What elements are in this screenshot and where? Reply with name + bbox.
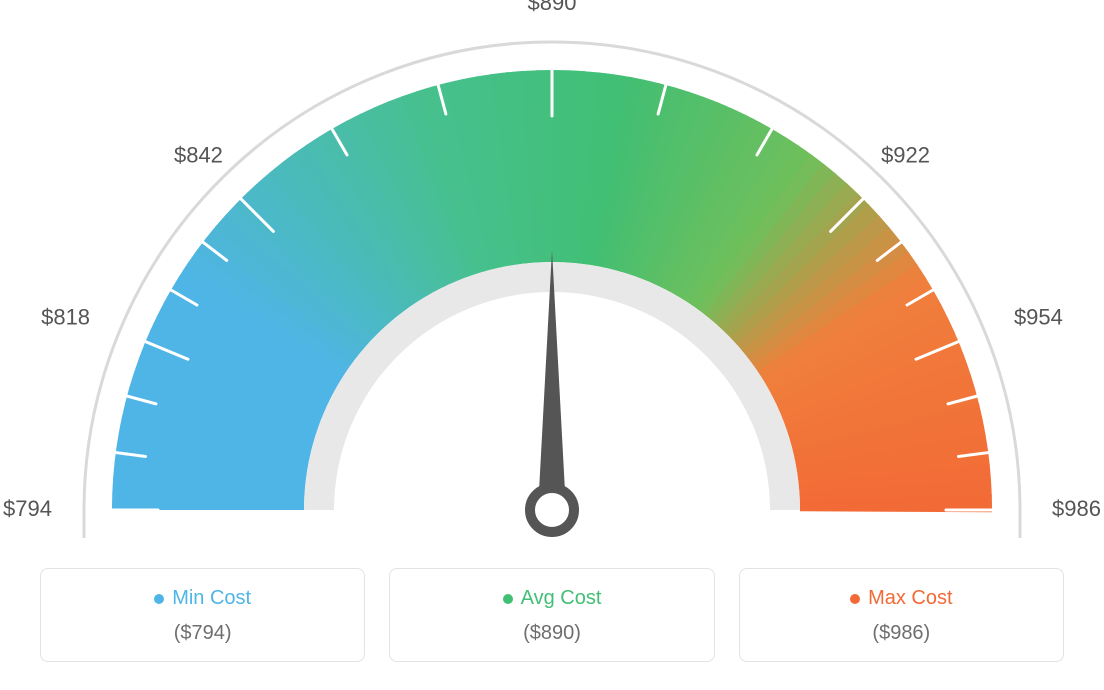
legend-value-avg: ($890) — [400, 622, 703, 645]
legend-value-min: ($794) — [51, 622, 354, 645]
legend-dot-avg — [503, 594, 513, 604]
gauge-tick-label: $986 — [1052, 496, 1101, 521]
legend-value-max: ($986) — [750, 622, 1053, 645]
gauge-tick-label: $794 — [3, 496, 52, 521]
gauge-tick-label: $922 — [881, 142, 930, 167]
gauge-svg: $794 $818 $842 $890 $922 $954 $986 — [0, 0, 1104, 560]
legend-label-avg: Avg Cost — [521, 587, 602, 610]
legend-dot-min — [154, 594, 164, 604]
legend-card-max: Max Cost ($986) — [739, 568, 1064, 662]
legend-card-min: Min Cost ($794) — [40, 568, 365, 662]
legend-row: Min Cost ($794) Avg Cost ($890) Max Cost… — [0, 568, 1104, 662]
gauge-tick-label: $842 — [174, 142, 223, 167]
legend-card-avg: Avg Cost ($890) — [389, 568, 714, 662]
gauge-tick-label: $954 — [1014, 305, 1063, 330]
gauge-tick-label: $890 — [528, 0, 577, 15]
gauge-needle-hub — [530, 488, 574, 532]
legend-label-max: Max Cost — [868, 587, 952, 610]
cost-gauge-chart: $794 $818 $842 $890 $922 $954 $986 Min Cost ($… — [0, 0, 1104, 690]
legend-label-min: Min Cost — [172, 587, 251, 610]
legend-dot-max — [850, 594, 860, 604]
gauge-tick-label: $818 — [41, 305, 90, 330]
